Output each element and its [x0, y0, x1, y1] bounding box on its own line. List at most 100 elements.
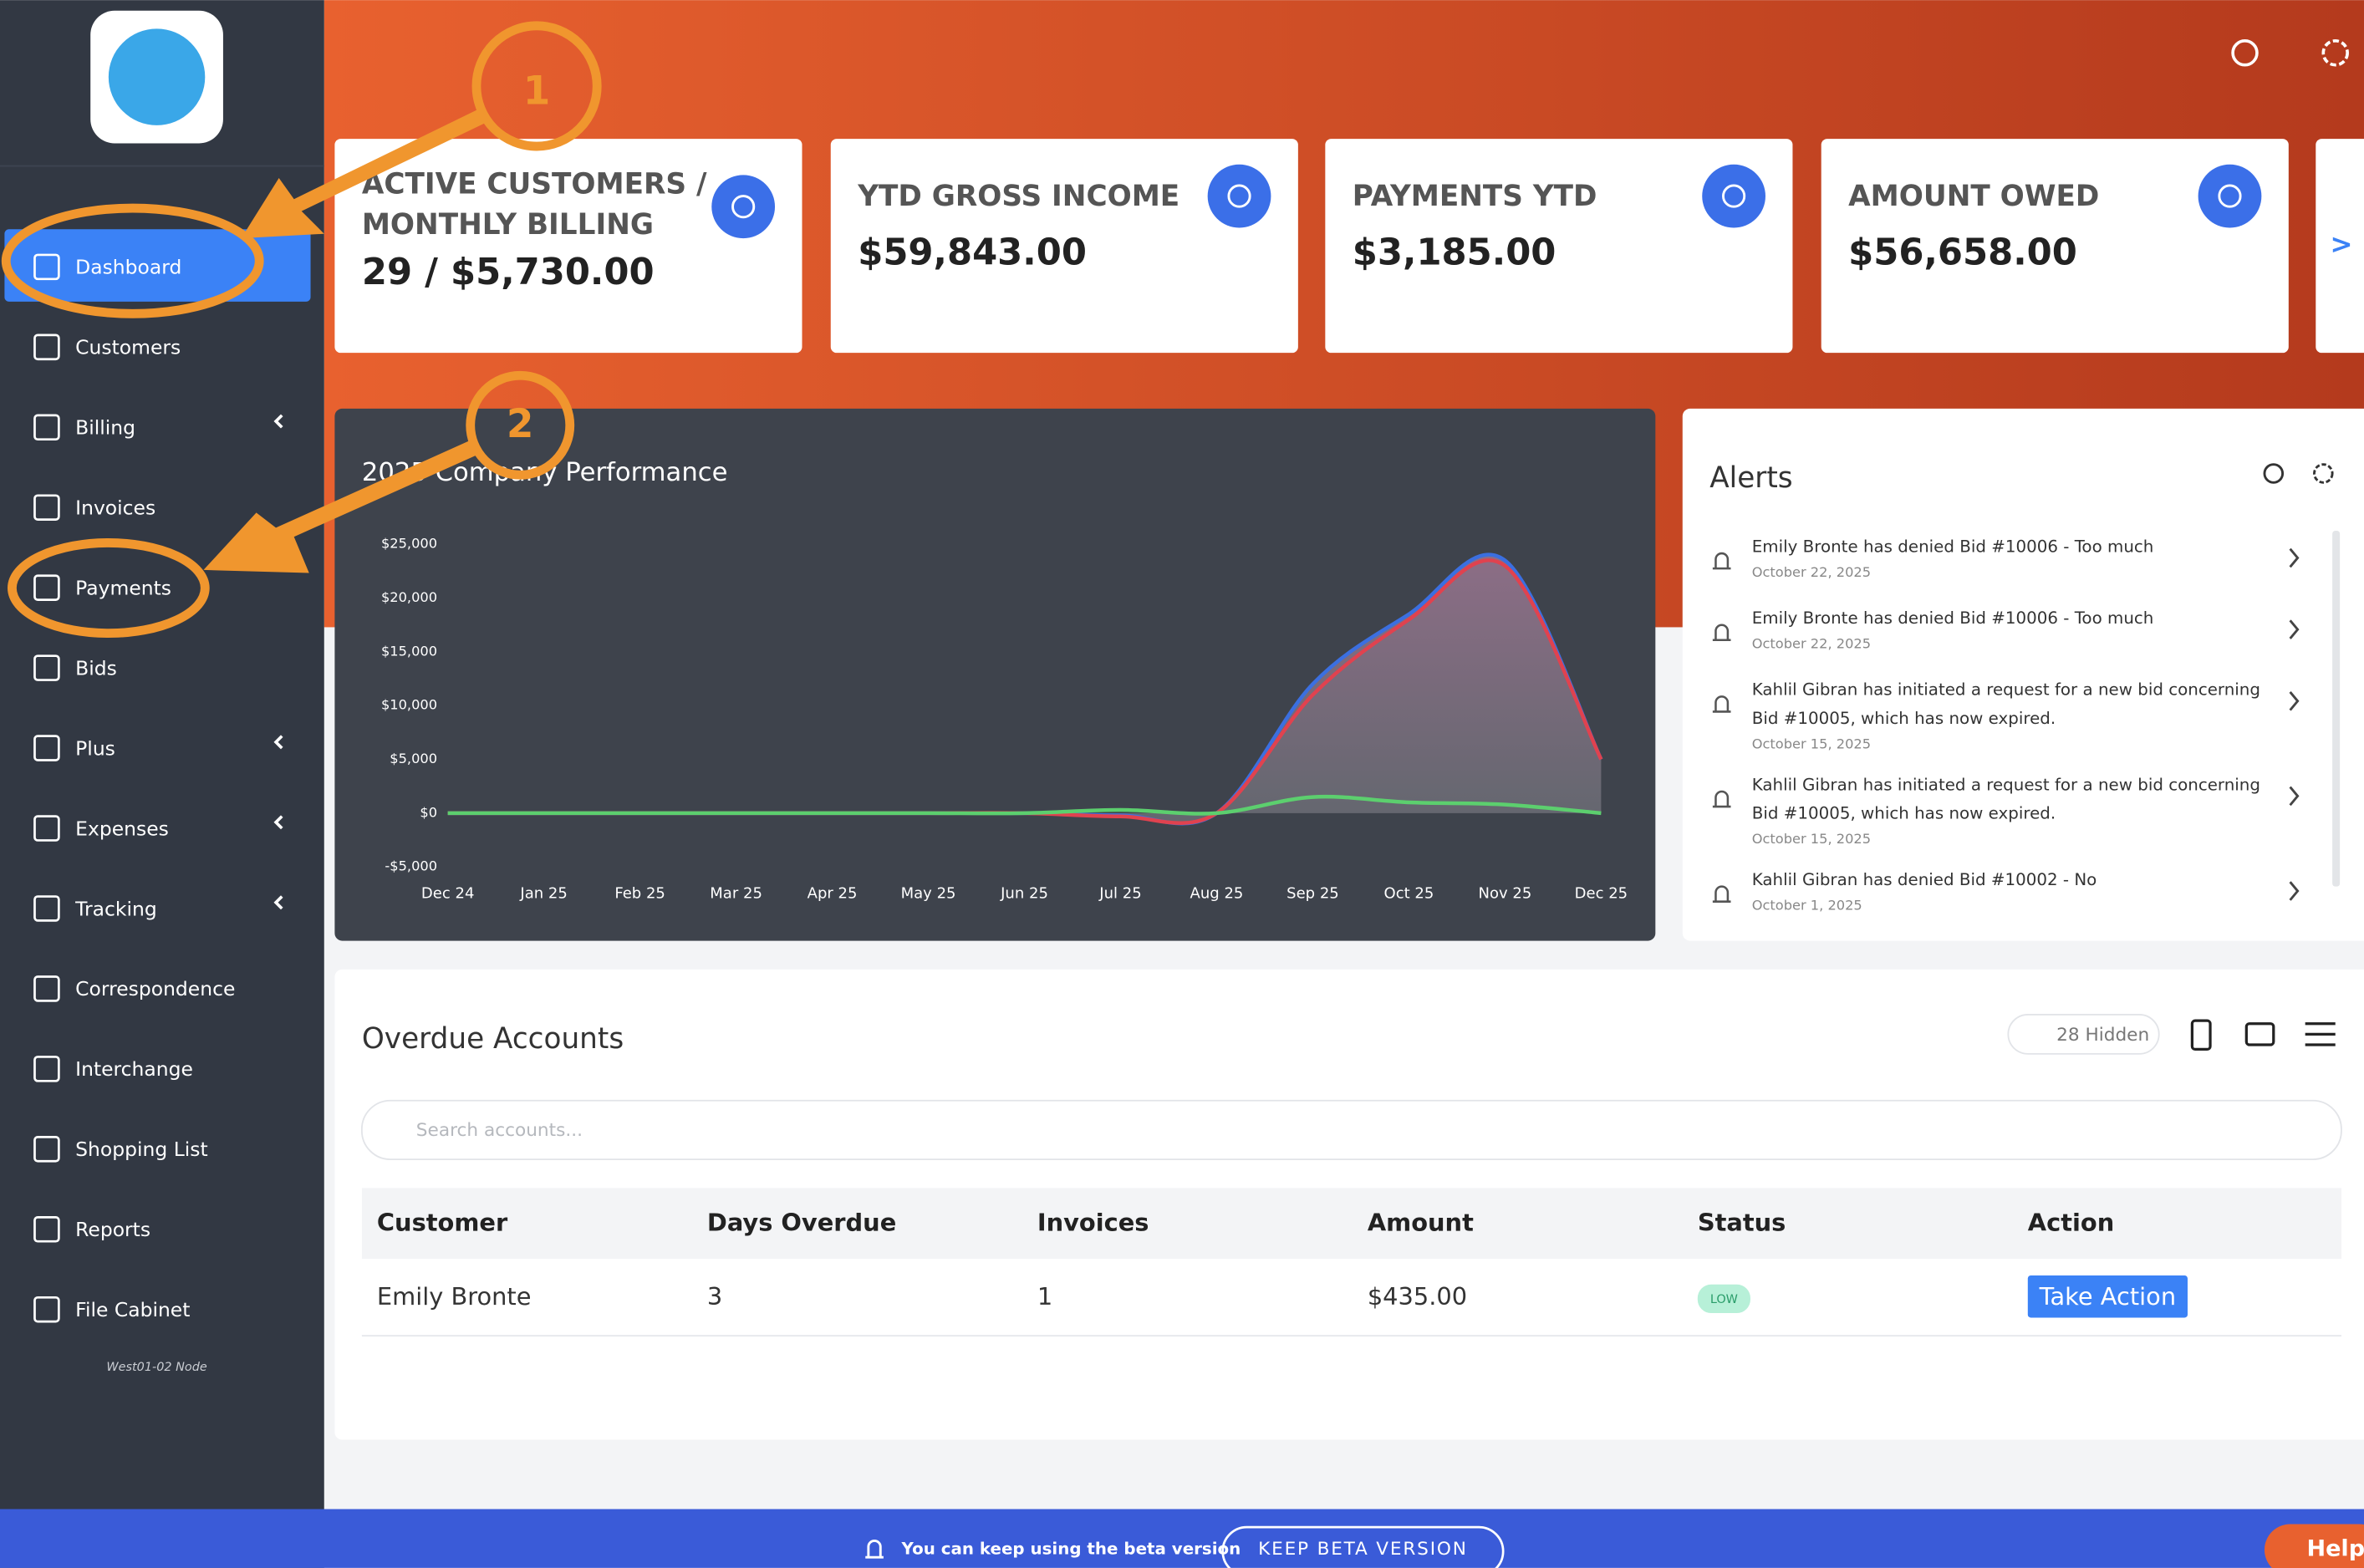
alert-bell — [1712, 885, 1731, 903]
alert-chevron[interactable] — [2289, 619, 2300, 639]
alerts-settings[interactable] — [2313, 463, 2334, 484]
menu: Dashboard Customers Billing Invoices Payment… — [33, 253, 283, 1323]
card-icon-glyph — [1227, 184, 1251, 208]
search-placeholder: Search accounts... — [416, 1120, 583, 1141]
menu-item[interactable]: Reports — [75, 1218, 150, 1241]
menu-item[interactable]: Bids — [75, 656, 117, 680]
cards-next[interactable]: > — [2330, 228, 2352, 260]
menu-item[interactable]: File Cabinet — [75, 1298, 190, 1321]
column-header: Action — [2028, 1209, 2114, 1237]
help-button[interactable] — [2264, 1524, 2364, 1568]
menu-icon — [33, 1215, 60, 1243]
menu-icon — [33, 574, 60, 601]
card-icon — [711, 175, 776, 239]
menu-item[interactable]: Invoices — [75, 496, 155, 520]
table: Customer Days Overdue Invoices Amount Status… — [361, 1209, 2341, 1337]
menu-item[interactable]: Correspondence — [75, 977, 235, 1000]
arrow-1 — [241, 109, 491, 239]
alert-date: October 15, 2025 — [1752, 831, 1871, 847]
keep-beta-label: KEEP BETA VERSION — [1258, 1539, 1468, 1560]
column-header: Amount — [1368, 1209, 1474, 1237]
area-fill — [447, 554, 1602, 824]
alert-date: October 22, 2025 — [1752, 564, 1871, 580]
menu-icon — [33, 1296, 60, 1323]
y-tick-label: -$5,000 — [385, 858, 437, 874]
alert-chevron[interactable] — [2289, 786, 2300, 807]
search-icon[interactable] — [2231, 39, 2259, 67]
highlight-payments — [8, 538, 210, 639]
menu-icon — [33, 654, 60, 681]
x-tick-label: Oct 25 — [1384, 885, 1434, 903]
table-cell: 3 — [707, 1282, 722, 1311]
card-title: MONTHLY BILLING — [362, 208, 654, 242]
mail-icon[interactable] — [2244, 1022, 2275, 1046]
x-tick-label: Feb 25 — [614, 885, 665, 903]
menu-item[interactable]: Dashboard — [75, 256, 181, 279]
footer-message: You can keep using the beta version — [901, 1540, 1241, 1559]
menu-item[interactable]: Tracking — [74, 897, 157, 920]
x-tick-label: Jan 25 — [519, 885, 567, 903]
alert-text: Kahlil Gibran has initiated a request fo… — [1752, 775, 2260, 794]
search-box[interactable] — [360, 1099, 2342, 1160]
stat-card — [830, 139, 1298, 354]
y-tick-label: $0 — [420, 804, 437, 820]
menu-icon — [33, 253, 60, 281]
menu-icon — [33, 815, 60, 842]
menu-item[interactable]: Expenses — [75, 817, 169, 840]
help-label: Help — [2306, 1536, 2364, 1562]
x-tick-label: Jun 25 — [1000, 885, 1048, 903]
column-header: Days Overdue — [707, 1209, 896, 1237]
logo-mark — [108, 28, 206, 125]
stat-card — [1325, 139, 1793, 354]
column-header: Status — [1698, 1209, 1786, 1237]
status-label: LOW — [1710, 1293, 1738, 1306]
phone-icon[interactable] — [2190, 1019, 2212, 1051]
footer-bell — [865, 1540, 884, 1559]
alerts-search[interactable] — [2263, 463, 2285, 484]
menu-item[interactable]: Payments — [75, 576, 171, 599]
card-icon — [2198, 164, 2262, 228]
menu-icon — [33, 414, 60, 441]
alert-date: October 1, 2025 — [1752, 898, 1862, 914]
menu-icon — [33, 895, 60, 922]
active-menu-bg — [4, 229, 311, 302]
x-tick-label: Mar 25 — [710, 885, 762, 903]
x-tick-label: Nov 25 — [1479, 885, 1532, 903]
menu-item[interactable]: Billing — [75, 416, 135, 440]
menu-item[interactable]: Customers — [75, 336, 181, 359]
alerts-panel — [1682, 408, 2364, 941]
menu-item[interactable]: Interchange — [75, 1057, 193, 1081]
alert-chevron[interactable] — [2289, 547, 2300, 568]
hidden-pill[interactable] — [2007, 1014, 2160, 1055]
menu-icon — [33, 1136, 60, 1163]
filter-icon[interactable] — [2305, 1022, 2336, 1046]
alert-chevron[interactable] — [2289, 881, 2300, 901]
menu-icon — [33, 1056, 60, 1082]
stat-card — [334, 139, 802, 354]
chart: -$5,000 $0 $5,000 $10,000 $15,000 $20,000 $25,… — [381, 536, 1628, 903]
menu-chevron — [273, 815, 283, 830]
menu-item[interactable]: Plus — [75, 736, 115, 760]
alert-text: Kahlil Gibran has denied Bid #10002 - No — [1752, 870, 2097, 889]
alerts-list: Emily Bronte has denied Bid #10006 - Too… — [1712, 537, 2300, 914]
table-header — [361, 1188, 2341, 1260]
keep-beta-button[interactable] — [1221, 1525, 1505, 1568]
menu-chevron — [273, 414, 283, 429]
y-tick-label: $5,000 — [390, 751, 437, 766]
y-tick-label: $10,000 — [381, 697, 437, 713]
menu-chevron — [273, 735, 283, 750]
take-action-button[interactable] — [2027, 1275, 2188, 1318]
y-tick-label: $25,000 — [381, 536, 437, 552]
x-tick-label: Dec 25 — [1575, 885, 1628, 903]
alert-chevron[interactable] — [2289, 691, 2300, 711]
settings-icon[interactable] — [2321, 39, 2349, 67]
x-tick-label: Aug 25 — [1190, 885, 1244, 903]
menu-icon — [33, 333, 60, 361]
column-header: Customer — [377, 1209, 508, 1237]
menu-item[interactable]: Shopping List — [75, 1138, 208, 1161]
y-tick-label: $20,000 — [381, 589, 437, 605]
cards: ACTIVE CUSTOMERS / MONTHLY BILLING 29 / $5… — [334, 139, 2289, 354]
hidden-count: 28 Hidden — [2056, 1025, 2149, 1046]
